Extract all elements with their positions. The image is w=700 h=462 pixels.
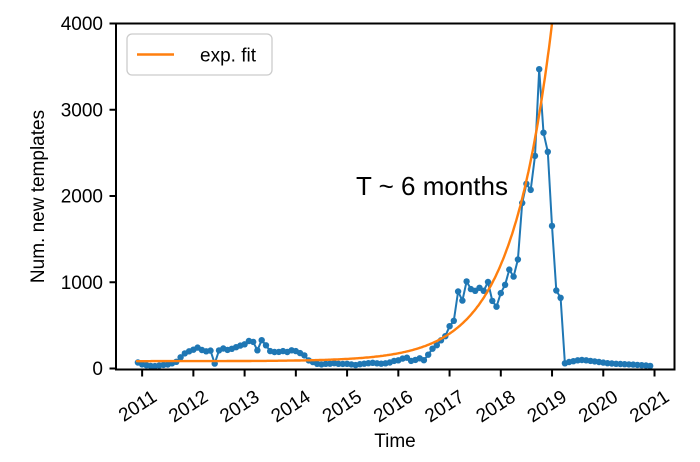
data-point-marker	[425, 351, 432, 358]
data-point-marker	[540, 129, 547, 136]
data-point-marker	[429, 345, 436, 352]
data-point-marker	[454, 288, 462, 295]
x-tick-label: 2014	[268, 386, 315, 427]
x-tick-label: 2019	[524, 387, 571, 428]
data-point-marker	[446, 323, 453, 330]
data-point-marker	[514, 256, 522, 263]
fit-curve-line	[135, 23, 554, 363]
data-point-marker	[548, 222, 556, 230]
x-tick-label: 2016	[370, 387, 417, 428]
data-point-marker	[301, 352, 308, 359]
data-point-marker	[480, 287, 487, 294]
data-point-marker	[420, 357, 428, 364]
data-point-marker	[501, 281, 509, 288]
data-point-marker	[433, 342, 440, 349]
data-point-marker	[506, 266, 513, 273]
x-tick-label: 2017	[421, 387, 468, 428]
x-tick-label: 2018	[473, 387, 520, 428]
y-tick-label: 0	[92, 359, 103, 380]
y-tick-label: 2000	[61, 187, 103, 208]
x-tick-label: 2015	[319, 387, 366, 428]
data-series-line	[137, 68, 651, 368]
y-axis-label: Num. new templates	[28, 110, 49, 283]
data-point-marker	[177, 354, 184, 361]
data-point-marker	[463, 278, 470, 285]
data-point-marker	[254, 347, 261, 354]
x-tick-label: 2011	[115, 387, 161, 427]
data-point-marker	[536, 66, 543, 73]
data-series-group	[134, 23, 654, 370]
legend: exp. fit	[126, 33, 273, 76]
data-point-marker	[531, 152, 539, 160]
data-point-marker	[510, 273, 517, 280]
x-axis-label: Time	[374, 431, 416, 452]
data-point-marker	[459, 297, 466, 304]
legend-box	[126, 33, 273, 76]
y-tick-label: 3000	[61, 100, 103, 121]
data-point-marker	[557, 294, 564, 301]
data-point-marker	[527, 186, 534, 194]
data-point-marker	[484, 278, 492, 286]
y-tick-label: 4000	[61, 14, 103, 35]
data-point-marker	[262, 342, 270, 349]
data-point-marker	[647, 362, 654, 370]
x-tick-label: 2020	[575, 387, 622, 428]
data-point-marker	[493, 303, 500, 310]
data-point-marker	[544, 148, 551, 155]
data-point-marker	[489, 297, 496, 305]
x-tick-label: 2021	[626, 387, 673, 428]
y-tick-label: 1000	[61, 273, 103, 294]
data-point-marker	[553, 287, 560, 294]
x-tick-label: 2013	[216, 387, 263, 428]
data-point-marker	[250, 338, 257, 346]
data-point-marker	[450, 317, 457, 324]
legend-label: exp. fit	[200, 46, 257, 67]
doubling-time-annotation: T ~ 6 months	[356, 171, 508, 201]
data-point-marker	[497, 289, 504, 297]
data-point-marker	[258, 337, 265, 344]
data-point-marker	[207, 347, 214, 354]
x-tick-label: 2012	[165, 387, 212, 428]
